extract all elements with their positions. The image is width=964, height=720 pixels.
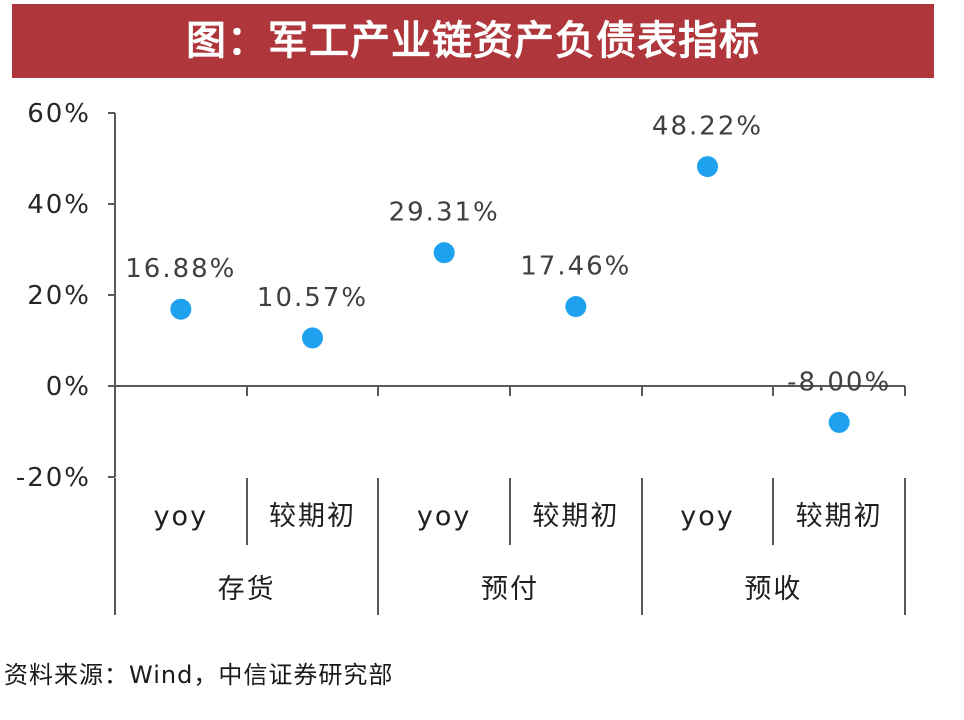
data-point xyxy=(433,242,455,264)
data-label: 16.88% xyxy=(125,254,236,284)
category-group-label: 存货 xyxy=(218,574,276,605)
series: 16.88% 10.57% 29.31% 17.46% 48.22% -8.00% xyxy=(125,112,891,433)
data-point xyxy=(828,411,850,433)
source-note: 资料来源：Wind，中信证券研究部 xyxy=(4,661,394,689)
data-label: 10.57% xyxy=(257,283,368,313)
data-label: 48.22% xyxy=(652,112,763,142)
data-point xyxy=(170,298,192,320)
title-banner: 图：军工产业链资产负债表指标 xyxy=(12,4,934,78)
data-point xyxy=(565,296,587,318)
category-label: yoy xyxy=(417,501,471,532)
data-label: 29.31% xyxy=(389,198,500,228)
category-group-label: 预付 xyxy=(481,574,539,605)
category-group-label: 预收 xyxy=(744,574,802,605)
y-tick-label: 60% xyxy=(27,99,91,129)
data-label: 17.46% xyxy=(520,252,631,282)
data-point xyxy=(697,156,718,178)
category-label: 较期初 xyxy=(796,501,883,532)
data-label: -8.00% xyxy=(787,367,891,397)
category-label: yoy xyxy=(680,501,734,532)
axes: 60% 40% 20% 0% -20% xyxy=(16,99,906,615)
y-tick-label: 0% xyxy=(46,372,91,402)
y-tick-label: 20% xyxy=(27,281,91,311)
data-point xyxy=(302,327,323,349)
chart-title: 图：军工产业链资产负债表指标 xyxy=(186,18,760,64)
category-label: 较期初 xyxy=(269,501,356,532)
y-tick-label: -20% xyxy=(16,463,91,493)
y-tick-label: 40% xyxy=(27,190,91,220)
category-label: 较期初 xyxy=(532,501,619,532)
category-label: yoy xyxy=(154,501,208,532)
